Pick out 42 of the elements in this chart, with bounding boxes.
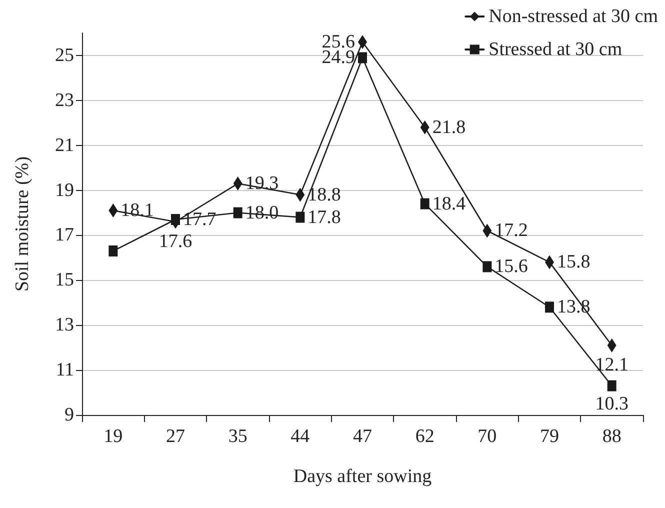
y-tick-label: 11 (56, 360, 74, 381)
x-tick-label: 88 (602, 426, 622, 447)
data-label: 10.3 (595, 393, 628, 414)
x-tick-label: 19 (104, 426, 123, 447)
legend-label: Non-stressed at 30 cm (488, 6, 658, 27)
x-tick-label: 62 (415, 426, 434, 447)
point (108, 245, 118, 256)
x-tick-label: 47 (353, 426, 372, 447)
x-tick-label: 70 (478, 426, 497, 447)
point (420, 198, 430, 210)
data-label: 18.8 (308, 184, 341, 206)
y-tick-label: 15 (55, 270, 74, 291)
data-label: 17.2 (494, 220, 528, 242)
point (233, 207, 242, 218)
data-label: 21.8 (432, 116, 466, 138)
y-tick-label: 21 (55, 134, 74, 156)
y-tick-label: 17 (55, 224, 74, 246)
x-tick-label: 27 (166, 426, 185, 447)
data-label: 18.4 (432, 193, 466, 214)
data-label: 12.1 (595, 354, 628, 376)
y-tick-label: 13 (55, 314, 74, 336)
y-tick-label: 25 (55, 44, 74, 66)
y-tick-label: 19 (55, 180, 74, 201)
y-tick-label: 9 (64, 404, 74, 426)
point (482, 261, 492, 272)
point (171, 214, 180, 226)
x-tick-label: 44 (290, 426, 310, 447)
x-tick-label: 79 (540, 426, 559, 447)
data-label: 17.6 (158, 230, 192, 252)
data-label: 17.8 (308, 206, 341, 228)
legend-label: Stressed at 30 cm (488, 39, 622, 60)
y-axis-title: Soil moisture (%) (12, 156, 33, 292)
point (358, 52, 367, 64)
data-label: 15.6 (494, 256, 528, 278)
point (607, 380, 616, 392)
x-tick-label: 35 (228, 426, 248, 447)
point (296, 212, 305, 223)
y-tick-label: 23 (55, 90, 74, 111)
data-label: 24.9 (322, 47, 355, 68)
x-axis-title: Days after sowing (293, 466, 432, 487)
point (545, 302, 554, 313)
data-label: 15.8 (557, 252, 590, 273)
